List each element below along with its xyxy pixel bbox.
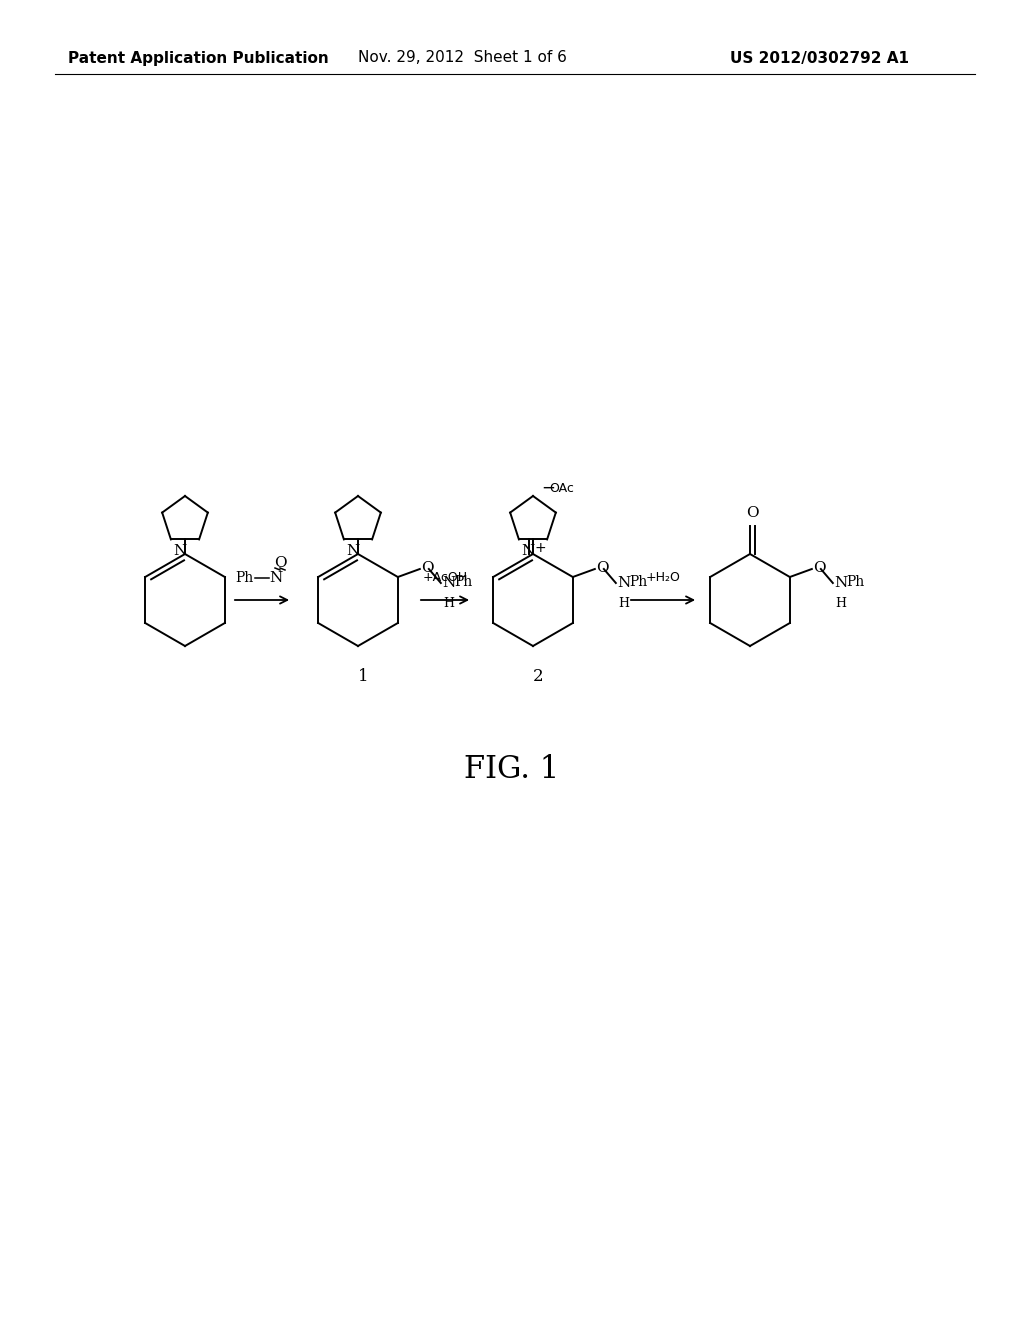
Text: H: H: [835, 597, 846, 610]
Text: Ph: Ph: [629, 576, 647, 589]
Text: H: H: [617, 597, 629, 610]
Text: O: O: [596, 561, 608, 576]
Text: Ph: Ph: [846, 576, 864, 589]
Text: FIG. 1: FIG. 1: [464, 755, 560, 785]
Text: N: N: [834, 576, 847, 590]
Text: Nov. 29, 2012  Sheet 1 of 6: Nov. 29, 2012 Sheet 1 of 6: [358, 50, 567, 66]
Text: +: +: [535, 541, 546, 556]
Text: O: O: [813, 561, 825, 576]
Text: H: H: [442, 597, 454, 610]
Text: N: N: [521, 544, 535, 558]
Text: O: O: [421, 561, 433, 576]
Text: +AcOH: +AcOH: [423, 572, 468, 583]
Text: N: N: [269, 572, 283, 585]
Text: N: N: [346, 544, 359, 558]
Text: O: O: [273, 556, 287, 570]
Text: Ph: Ph: [236, 572, 254, 585]
Text: N: N: [441, 576, 455, 590]
Text: N: N: [616, 576, 630, 590]
Text: 1: 1: [357, 668, 369, 685]
Text: OAc: OAc: [549, 482, 573, 495]
Text: Patent Application Publication: Patent Application Publication: [68, 50, 329, 66]
Text: 2: 2: [532, 668, 544, 685]
Text: Ph: Ph: [454, 576, 472, 589]
Text: −: −: [541, 479, 555, 498]
Text: O: O: [745, 506, 759, 520]
Text: +H₂O: +H₂O: [645, 572, 680, 583]
Text: US 2012/0302792 A1: US 2012/0302792 A1: [730, 50, 909, 66]
Text: N: N: [173, 544, 186, 558]
